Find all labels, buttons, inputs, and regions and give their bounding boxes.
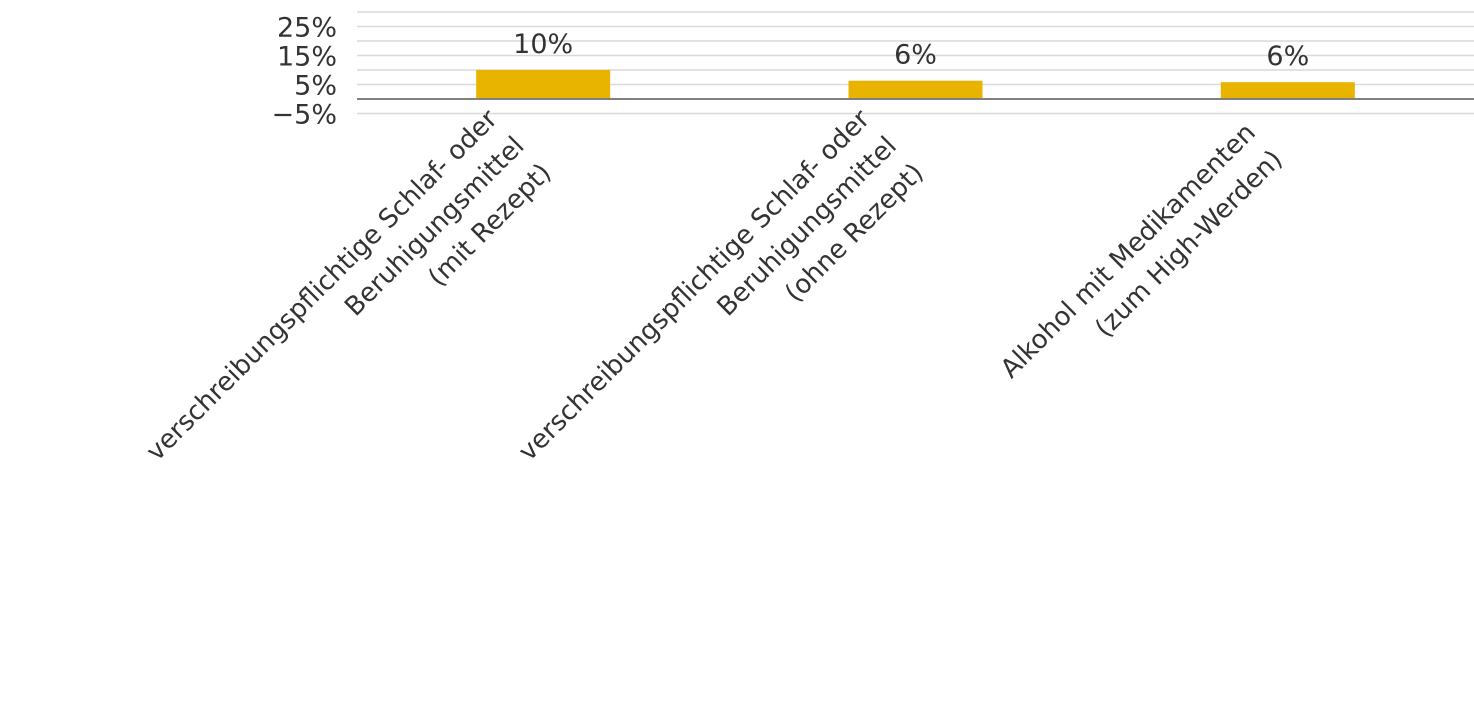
category-labels: verschreibungspflichtige Schlaf- oderBer… bbox=[141, 104, 1289, 467]
data-label: 6% bbox=[1266, 41, 1309, 72]
category-label: Alkohol mit Medikamenten(zum High-Werden… bbox=[995, 118, 1289, 385]
category-label: verschreibungspflichtige Schlaf- oderBer… bbox=[513, 104, 930, 467]
data-labels: 10% 6% 6% bbox=[513, 29, 1309, 72]
category-label: verschreibungspflichtige Schlaf- oderBer… bbox=[141, 104, 558, 467]
data-label: 10% bbox=[513, 29, 573, 60]
bar bbox=[476, 70, 611, 99]
category-label-line: Alkohol mit Medikamenten bbox=[995, 118, 1262, 385]
bar bbox=[848, 80, 983, 99]
data-label: 6% bbox=[894, 40, 937, 71]
y-axis-tick-labels: −5%5%15%25% bbox=[272, 13, 337, 131]
y-tick-label: 5% bbox=[294, 71, 337, 102]
y-tick-label: 15% bbox=[277, 42, 337, 73]
bar bbox=[1220, 82, 1355, 99]
y-tick-label: 25% bbox=[277, 13, 337, 44]
bars bbox=[476, 70, 1355, 99]
y-tick-label: −5% bbox=[272, 100, 337, 131]
